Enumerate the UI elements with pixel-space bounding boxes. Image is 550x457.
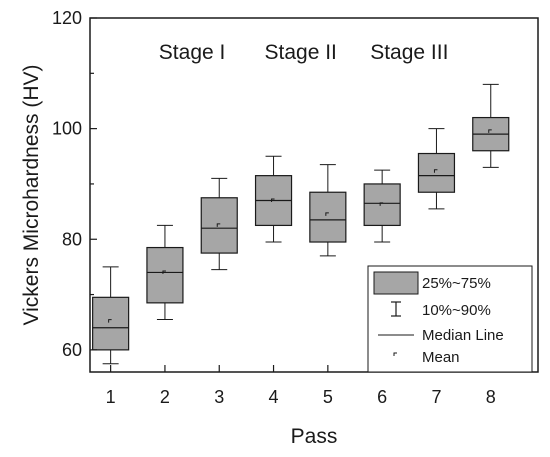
legend-label-quartile: 25%~75% [422, 275, 491, 292]
x-tick-label: 5 [323, 387, 333, 407]
mean-marker [433, 169, 438, 173]
mean-marker [379, 202, 384, 206]
stage-label: Stage II [265, 41, 337, 64]
mean-marker [108, 319, 112, 323]
legend: 25%~75% 10%~90% Median Line Mean [367, 265, 533, 373]
box-pass-6 [363, 169, 401, 243]
mean-marker [325, 212, 329, 216]
stage-label: Stage I [159, 41, 226, 64]
mean-marker [216, 223, 221, 227]
y-axis-title: Vickers Microhardness (HV) [20, 64, 43, 325]
box-iqr [309, 191, 347, 243]
box-iqr [146, 246, 184, 304]
box-iqr [363, 183, 401, 227]
box-pass-3 [200, 177, 238, 271]
y-tick-label: 80 [62, 229, 82, 249]
x-tick-label: 8 [486, 387, 496, 407]
mean-marker [271, 198, 275, 203]
box-pass-7 [417, 128, 456, 210]
mean-marker [162, 270, 166, 274]
stage-label: Stage III [370, 41, 448, 64]
box-pass-4 [254, 155, 293, 243]
stage-annotations: Stage I Stage II Stage III [159, 41, 449, 64]
x-axis-ticks: 1 2 3 4 5 6 7 8 [106, 365, 496, 407]
legend-box-swatch [373, 271, 419, 295]
box-pass-5 [309, 164, 347, 257]
y-tick-label: 120 [52, 8, 82, 28]
box-iqr [200, 197, 238, 254]
legend-label-whisker: 10%~90% [422, 302, 491, 319]
legend-whisker-swatch [391, 301, 401, 317]
y-axis-ticks: 60 80 100 120 [52, 8, 97, 360]
box-pass-2 [146, 224, 184, 320]
x-tick-label: 1 [106, 387, 116, 407]
plot-frame [89, 17, 539, 373]
x-tick-label: 7 [431, 387, 441, 407]
legend-label-mean: Mean [422, 349, 460, 366]
legend-mean-marker [393, 352, 397, 356]
x-axis-title: Pass [291, 425, 338, 448]
legend-label-median: Median Line [422, 327, 504, 344]
y-tick-label: 100 [52, 119, 82, 139]
box-pass-1 [92, 266, 130, 365]
legend-mean-swatch [393, 352, 397, 356]
boxes-layer [92, 83, 510, 365]
box-pass-8 [472, 83, 510, 168]
box-iqr [92, 296, 130, 351]
x-tick-label: 2 [160, 387, 170, 407]
mean-marker [488, 129, 492, 133]
x-tick-label: 3 [214, 387, 224, 407]
x-tick-label: 4 [269, 387, 279, 407]
box-iqr [417, 152, 456, 193]
x-tick-label: 6 [377, 387, 387, 407]
y-tick-label: 60 [62, 340, 82, 360]
